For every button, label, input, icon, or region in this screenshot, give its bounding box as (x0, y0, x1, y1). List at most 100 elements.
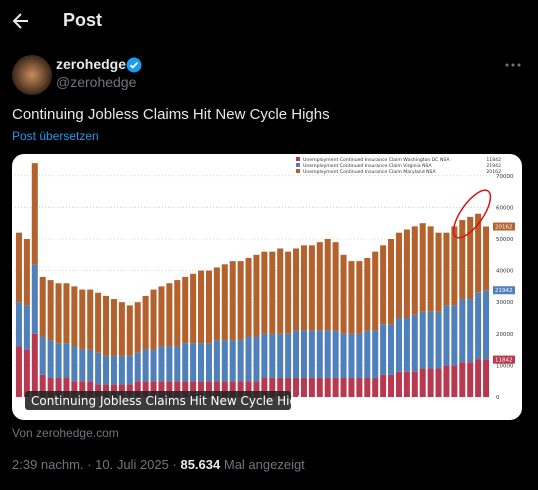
bar-segment (419, 368, 426, 397)
bar-segment (126, 384, 133, 397)
bar-segment (380, 245, 387, 325)
bar-segment (300, 378, 307, 397)
value-tag-bg (493, 355, 515, 364)
bar-segment (134, 381, 141, 397)
bar-segment (229, 261, 236, 341)
bar-segment (332, 378, 339, 397)
bar-segment (142, 381, 149, 397)
bar-segment (443, 232, 450, 306)
bar-segment (316, 330, 323, 379)
legend-swatch (296, 169, 300, 173)
translate-link[interactable]: Post übersetzen (12, 129, 99, 143)
bar-segment (300, 245, 307, 331)
bar-segment (395, 232, 402, 318)
bar-segment (142, 349, 149, 382)
bar-segment (110, 299, 117, 356)
more-menu[interactable] (505, 62, 521, 68)
bar-segment (356, 261, 363, 334)
bar-segment (15, 346, 22, 397)
bar-segment (39, 276, 46, 337)
bar-segment (198, 343, 205, 382)
bar-segment (459, 220, 466, 300)
bar-segment (182, 276, 189, 344)
bar-segment (39, 336, 46, 375)
bar-segment (285, 333, 292, 379)
bar-segment (205, 343, 212, 382)
bar-segment (356, 333, 363, 379)
bar-segment (134, 352, 141, 382)
bar-segment (451, 365, 458, 397)
chart: 0 10000 20000 30000 40000 50000 60000 70000 1184… (15, 157, 515, 410)
bar-segment (174, 381, 181, 397)
bar-segment (71, 286, 78, 347)
bar-segment (443, 305, 450, 366)
bar-segment (419, 311, 426, 369)
bar-segment (332, 330, 339, 379)
bar-segment (79, 349, 86, 382)
bar-segment (403, 371, 410, 397)
bar-segment (261, 378, 268, 397)
value-tag: 20162 (495, 225, 513, 231)
bar-segment (459, 299, 466, 363)
legend-swatch (296, 163, 300, 167)
back-arrow[interactable] (12, 12, 30, 30)
bar-segment (174, 346, 181, 382)
bar-segment (134, 302, 141, 353)
bar-segment (388, 239, 395, 325)
bar-segment (277, 333, 284, 379)
bar-segment (158, 346, 165, 382)
bar-segment (300, 330, 307, 379)
bar-segment (253, 336, 260, 382)
value-tag: 11842 (495, 358, 513, 364)
caption-bg (25, 391, 291, 410)
legend-swatch (296, 157, 300, 161)
bar-segment (277, 378, 284, 397)
bar-segment (55, 283, 62, 344)
bar-segment (269, 251, 276, 334)
y-tick-label: 0 (496, 395, 500, 401)
bar-segment (190, 343, 197, 382)
post-date: 10. Juli 2025 (95, 457, 169, 472)
media-card[interactable]: 0 10000 20000 30000 40000 50000 60000 70000 1184… (12, 154, 522, 420)
bar-segment (293, 330, 300, 379)
value-tag: 21942 (495, 288, 513, 294)
bar-segment (427, 311, 434, 369)
bar-segment (63, 378, 70, 397)
bar-segment (285, 378, 292, 397)
bar-segment (174, 280, 181, 347)
bar-segment (411, 371, 418, 397)
bar-segment (221, 381, 228, 397)
highlight-ellipse (452, 189, 492, 239)
bar-segment (15, 302, 22, 347)
bar-segment (372, 330, 379, 379)
bar-segment (451, 226, 458, 306)
bar-segment (411, 226, 418, 315)
author-handle[interactable]: @zerohedge (56, 74, 137, 90)
bar-segment (269, 378, 276, 397)
bar-segment (475, 213, 482, 293)
bar-segment (356, 378, 363, 397)
verified-badge (126, 57, 142, 73)
bar-segment (205, 270, 212, 344)
y-tick-label: 70000 (496, 174, 514, 180)
bar-segment (198, 270, 205, 344)
bar-segment (110, 384, 117, 397)
bar-segment (213, 267, 220, 341)
bar-segment (150, 381, 157, 397)
bar-segment (451, 305, 458, 366)
bar-segment (213, 340, 220, 382)
view-count: 85.634 (180, 457, 221, 472)
bar-segment (63, 283, 70, 344)
media-source[interactable]: Von zerohedge.com (12, 426, 119, 440)
bar-segment (229, 381, 236, 397)
avatar[interactable] (12, 55, 52, 95)
bar-segment (190, 381, 197, 397)
bar-segment (166, 283, 173, 347)
bar-segment (411, 314, 418, 372)
bar-segment (103, 384, 110, 397)
author-name[interactable]: zerohedge (56, 56, 127, 72)
bar-segment (364, 330, 371, 379)
bar-segment (435, 368, 442, 397)
